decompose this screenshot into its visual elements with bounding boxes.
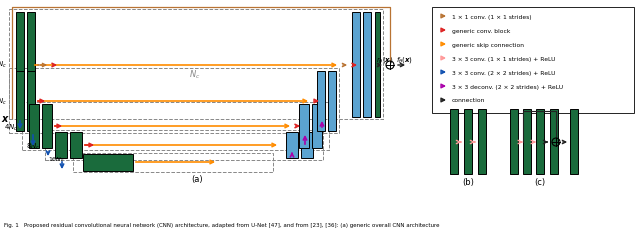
Text: generic skip connection: generic skip connection	[452, 42, 524, 47]
Bar	[536, 109, 544, 174]
Bar	[312, 105, 322, 148]
Text: Fig. 1   Proposed residual convolutional neural network (CNN) architecture, adap: Fig. 1 Proposed residual convolutional n…	[4, 222, 440, 228]
Text: $f_{\theta}(\boldsymbol{x})$: $f_{\theta}(\boldsymbol{x})$	[396, 55, 413, 65]
Bar	[317, 72, 325, 131]
Bar	[9, 69, 339, 134]
Bar	[464, 109, 472, 174]
Text: (c): (c)	[534, 178, 545, 187]
Bar	[55, 132, 67, 158]
Bar	[510, 109, 518, 174]
Text: $\boldsymbol{x}$: $\boldsymbol{x}$	[1, 113, 10, 123]
Bar	[42, 105, 52, 148]
Bar	[328, 72, 336, 131]
Text: generic conv. block: generic conv. block	[452, 28, 510, 33]
Bar	[9, 10, 383, 119]
Bar	[432, 8, 634, 113]
Text: connection: connection	[452, 98, 485, 103]
Bar	[478, 109, 486, 174]
Bar	[27, 72, 35, 131]
Bar	[73, 153, 273, 172]
Text: 3 × 3 conv. (1 × 1 strides) + ReLU: 3 × 3 conv. (1 × 1 strides) + ReLU	[452, 56, 556, 61]
Bar	[352, 13, 360, 118]
Text: 1 × 1 conv. (1 × 1 strides): 1 × 1 conv. (1 × 1 strides)	[452, 14, 532, 19]
Text: $16N_c$: $16N_c$	[48, 155, 65, 164]
Bar	[70, 132, 82, 158]
Bar	[570, 109, 578, 174]
Text: $N_c$: $N_c$	[189, 68, 201, 81]
Text: (a): (a)	[191, 175, 203, 184]
Bar	[375, 13, 380, 118]
Bar	[550, 109, 558, 174]
Text: $2N_c$: $2N_c$	[0, 97, 7, 107]
Bar	[299, 105, 309, 148]
Text: 3 × 3 deconv. (2 × 2 strides) + ReLU: 3 × 3 deconv. (2 × 2 strides) + ReLU	[452, 84, 563, 89]
Bar	[363, 13, 371, 118]
Bar	[22, 103, 329, 150]
Text: (b): (b)	[462, 178, 474, 187]
Bar	[27, 13, 35, 118]
Text: $4N_c$: $4N_c$	[4, 122, 18, 133]
Bar	[16, 13, 24, 118]
Text: $r_{\theta}(\boldsymbol{x})$: $r_{\theta}(\boldsymbol{x})$	[376, 55, 394, 65]
Bar	[286, 132, 298, 158]
Bar	[16, 72, 24, 131]
Bar	[45, 131, 323, 160]
Bar	[301, 132, 313, 158]
Text: 3 × 3 conv. (2 × 2 strides) + ReLU: 3 × 3 conv. (2 × 2 strides) + ReLU	[452, 70, 556, 75]
Bar	[450, 109, 458, 174]
Text: $8N_c$: $8N_c$	[26, 141, 40, 152]
Bar	[83, 154, 133, 171]
Bar	[523, 109, 531, 174]
Text: $N_c$: $N_c$	[0, 60, 7, 70]
Bar	[29, 105, 39, 148]
